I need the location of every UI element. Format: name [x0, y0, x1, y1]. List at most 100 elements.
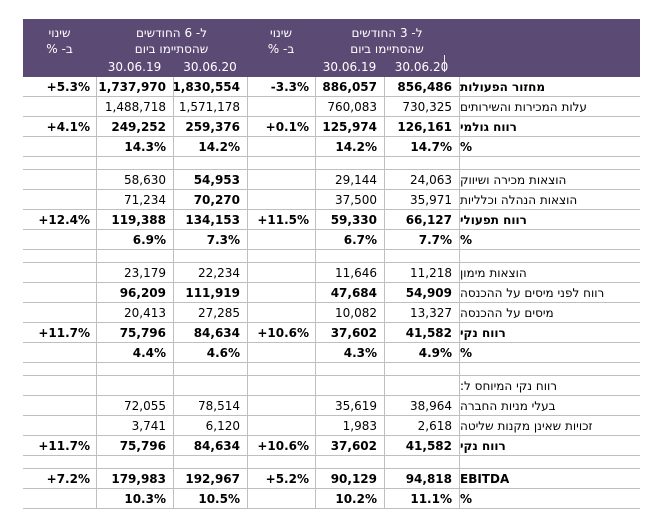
cell-change-6m: [23, 376, 96, 395]
cell-6m-30-06-20: 134,153: [173, 210, 247, 229]
cell-6m-30-06-19: 71,234: [96, 190, 173, 209]
header-period-6m-line2: שהסתיימו ביום: [134, 42, 209, 56]
table: שינוי ב- % ל- 6 החודשים שהסתיימו ביום שי…: [23, 19, 640, 509]
cell-3m-30-06-20: [384, 157, 459, 169]
cell-3m-30-06-19: 886,057: [315, 77, 384, 96]
cell-3m-30-06-20: 730,325: [384, 97, 459, 116]
cell-3m-30-06-20: 38,964: [384, 396, 459, 415]
cell-6m-30-06-19: 119,388: [96, 210, 173, 229]
cell-6m-30-06-19: 58,630: [96, 170, 173, 189]
spacer-row: [23, 363, 640, 376]
cell-3m-30-06-19: [315, 376, 384, 395]
cell-change-6m: [23, 230, 96, 249]
cell-6m-30-06-19: 179,983: [96, 469, 173, 488]
cell-6m-30-06-20: 259,376: [173, 117, 247, 136]
cell-6m-30-06-20: 27,285: [173, 303, 247, 322]
table-header: שינוי ב- % ל- 6 החודשים שהסתיימו ביום שי…: [23, 19, 640, 77]
date-6m-current: 30.06.20: [183, 60, 237, 74]
cell-6m-30-06-20: 1,571,178: [173, 97, 247, 116]
cell-change-6m: [23, 97, 96, 116]
cell-6m-30-06-20: 6,120: [173, 416, 247, 435]
cell-6m-30-06-19: [96, 456, 173, 468]
table-row: 1,488,718 1,571,178 760,083 730,325 עלות המכ…: [23, 97, 640, 117]
cell-change-3m: [247, 190, 315, 209]
table-row: 58,630 54,953 29,144 24,063 הוצאות מכירה ושי…: [23, 170, 640, 190]
table-row: 23,179 22,234 11,646 11,218 הוצאות מימון: [23, 263, 640, 283]
cell-6m-30-06-20: 70,270: [173, 190, 247, 209]
cell-change-6m: [23, 489, 96, 508]
cell-change-6m: [23, 303, 96, 322]
cell-6m-30-06-20: [173, 363, 247, 375]
table-row: +7.2% 179,983 192,967 +5.2% 90,129 94,818 EBIT…: [23, 469, 640, 489]
row-label: [459, 363, 640, 375]
cell-3m-30-06-19: 125,974: [315, 117, 384, 136]
cell-3m-30-06-19: [315, 363, 384, 375]
header-dates-row: 30.06.19 30.06.20 30.06.19 30.06.20: [23, 57, 640, 77]
cell-change-6m: [23, 137, 96, 156]
cell-change-6m: [23, 343, 96, 362]
cell-3m-30-06-19: 10.2%: [315, 489, 384, 508]
cell-change-6m: +12.4%: [38, 212, 90, 227]
cell-change-6m: [23, 416, 96, 435]
cell-change-3m: -3.3%: [247, 77, 315, 96]
table-row: 71,234 70,270 37,500 35,971 הוצאות הנהלה וכל…: [23, 190, 640, 210]
header-change-6m-line1: שינוי: [48, 26, 71, 40]
table-row: +11.7% 75,796 84,634 +10.6% 37,602 41,582 רווח…: [23, 323, 640, 343]
cell-3m-30-06-20: 13,327: [384, 303, 459, 322]
cell-change-3m: [247, 263, 315, 282]
cell-change-3m: [247, 170, 315, 189]
date-6m-prior: 30.06.19: [107, 60, 162, 74]
cell-6m-30-06-20: [173, 157, 247, 169]
cell-change-6m: [23, 456, 96, 468]
cell-3m-30-06-20: 66,127: [384, 210, 459, 229]
table-body: +5.3% 1,737,970 1,830,554 -3.3% 886,057 856,4…: [23, 77, 640, 509]
cell-3m-30-06-19: 1,983: [315, 416, 384, 435]
cell-change-6m: [23, 396, 96, 415]
date-spacer-6m: [23, 57, 96, 77]
cell-change-6m: +11.7%: [38, 438, 90, 453]
cell-change-3m: [247, 250, 315, 262]
table-row: 3,741 6,120 1,983 2,618 זכויות שאינן מקנות ש…: [23, 416, 640, 436]
cell-change-6m: [23, 250, 96, 262]
header-change-6m-line2: ב- %: [46, 42, 73, 56]
cell-3m-30-06-20: [384, 363, 459, 375]
cell-change-6m: [23, 190, 96, 209]
text-cursor: [444, 55, 445, 72]
cell-3m-30-06-19: 59,330: [315, 210, 384, 229]
cell-6m-30-06-19: 20,413: [96, 303, 173, 322]
cell-3m-30-06-19: 47,684: [315, 283, 384, 302]
cell-change-6m: [23, 363, 96, 375]
row-label: הוצאות מכירה ושיווק: [459, 170, 640, 189]
header-group-row: שינוי ב- % ל- 6 החודשים שהסתיימו ביום שי…: [23, 19, 640, 57]
cell-6m-30-06-20: 78,514: [173, 396, 247, 415]
cell-6m-30-06-19: 23,179: [96, 263, 173, 282]
header-period-3m-line2: שהסתיימו ביום: [350, 42, 424, 56]
cell-6m-30-06-19: 4.4%: [96, 343, 173, 362]
spacer-row: [23, 456, 640, 469]
cell-change-6m: +11.7%: [38, 325, 90, 340]
cell-change-3m: [247, 230, 315, 249]
header-period-6m-line1: ל- 6 החודשים: [135, 26, 208, 40]
header-label-spacer: [459, 19, 640, 57]
cell-change-3m: +11.5%: [247, 210, 315, 229]
row-label: [459, 157, 640, 169]
table-row: רווח נקי המיוחס ל:: [23, 376, 640, 396]
cell-6m-30-06-20: 10.5%: [173, 489, 247, 508]
cell-3m-30-06-19: 10,082: [315, 303, 384, 322]
cell-6m-30-06-20: 22,234: [173, 263, 247, 282]
cell-6m-30-06-20: 111,919: [173, 283, 247, 302]
date-3m-current: 30.06.20: [394, 60, 449, 74]
row-label: [459, 250, 640, 262]
row-label: רווח נקי המיוחס ל:: [459, 376, 640, 395]
cell-6m-30-06-19: 249,252: [96, 117, 173, 136]
row-label: %: [459, 489, 640, 508]
row-label: רווח נקי: [459, 436, 640, 455]
row-label: רווח תפעולי: [459, 210, 640, 229]
cell-change-3m: +0.1%: [247, 117, 315, 136]
row-label: רווח נקי: [459, 323, 640, 342]
cell-6m-30-06-20: 1,830,554: [173, 77, 247, 96]
cell-6m-30-06-20: [173, 456, 247, 468]
cell-3m-30-06-19: 35,619: [315, 396, 384, 415]
cell-3m-30-06-20: 856,486: [384, 77, 459, 96]
